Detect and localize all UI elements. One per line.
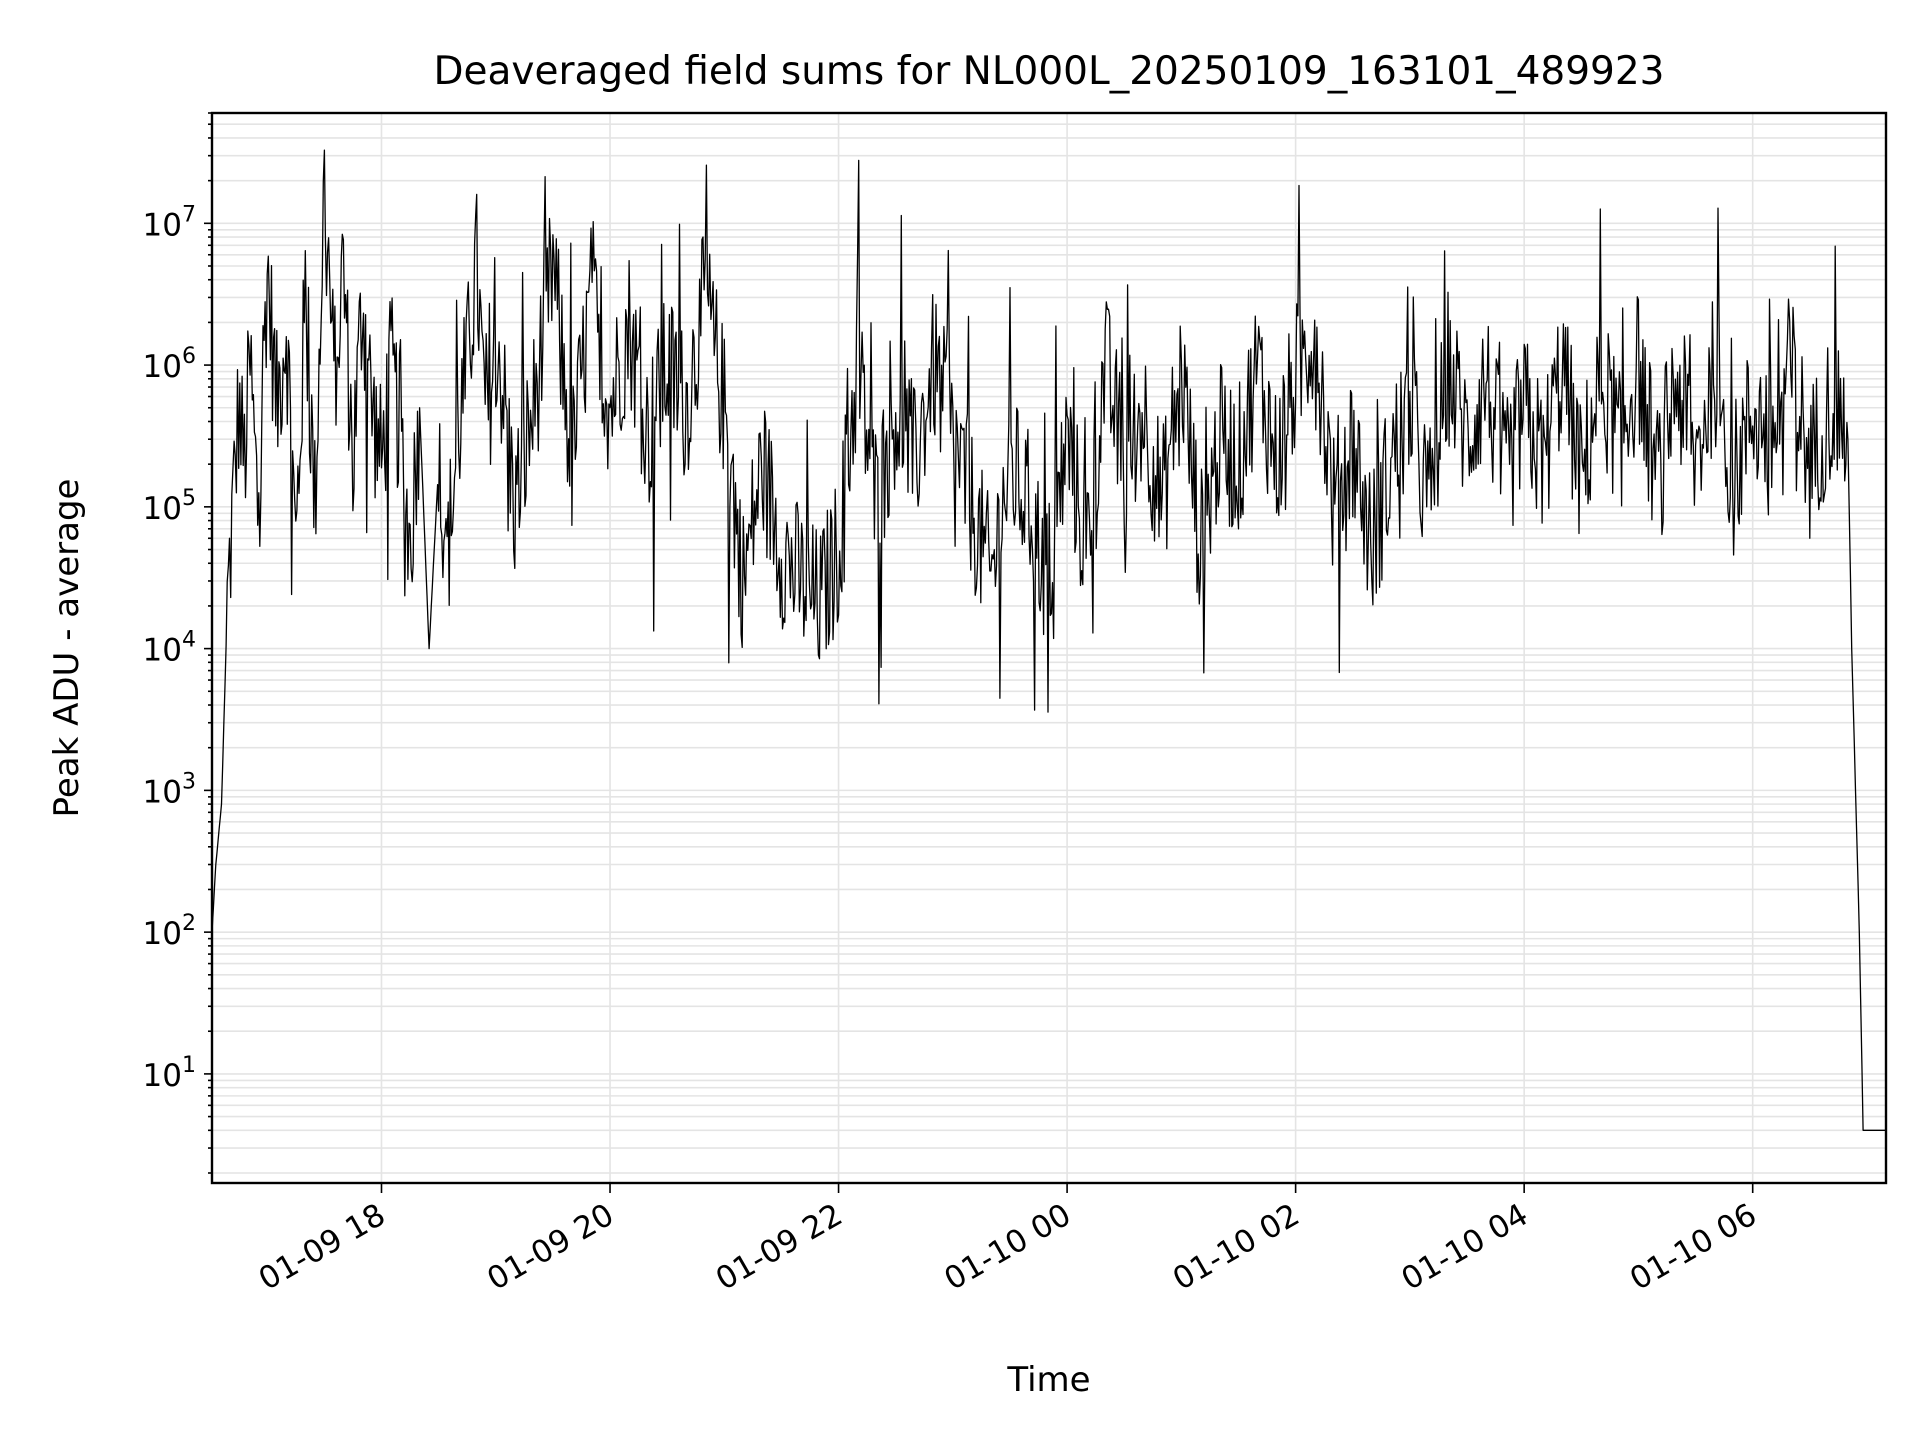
chart-title: Deaveraged field sums for NL000L_2025010… bbox=[434, 49, 1665, 94]
y-tick-label: 103 bbox=[143, 769, 196, 810]
y-tick-label: 105 bbox=[143, 486, 196, 527]
y-tick-label: 107 bbox=[143, 202, 196, 243]
y-tick-label: 104 bbox=[143, 628, 196, 669]
y-axis-label: Peak ADU - average bbox=[47, 479, 87, 818]
y-tick-label: 106 bbox=[143, 344, 196, 385]
x-axis-label: Time bbox=[1006, 1360, 1090, 1400]
series-line-0 bbox=[211, 149, 1886, 1131]
y-tick-label: 101 bbox=[143, 1053, 196, 1094]
data-layer bbox=[211, 149, 1886, 1131]
grid bbox=[212, 112, 1886, 1183]
y-tick-label: 102 bbox=[143, 911, 196, 952]
